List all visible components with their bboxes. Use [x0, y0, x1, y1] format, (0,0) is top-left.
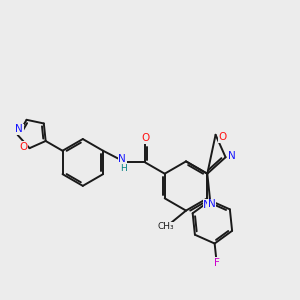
Text: O: O	[218, 132, 226, 142]
Text: N: N	[208, 199, 216, 209]
Text: O: O	[142, 134, 150, 143]
Text: F: F	[214, 258, 220, 268]
Text: H: H	[120, 164, 127, 173]
Text: O: O	[20, 142, 28, 152]
Text: N: N	[118, 154, 126, 164]
Text: N: N	[203, 200, 212, 210]
Text: N: N	[228, 151, 236, 161]
Text: N: N	[15, 124, 23, 134]
Text: CH₃: CH₃	[157, 222, 174, 231]
